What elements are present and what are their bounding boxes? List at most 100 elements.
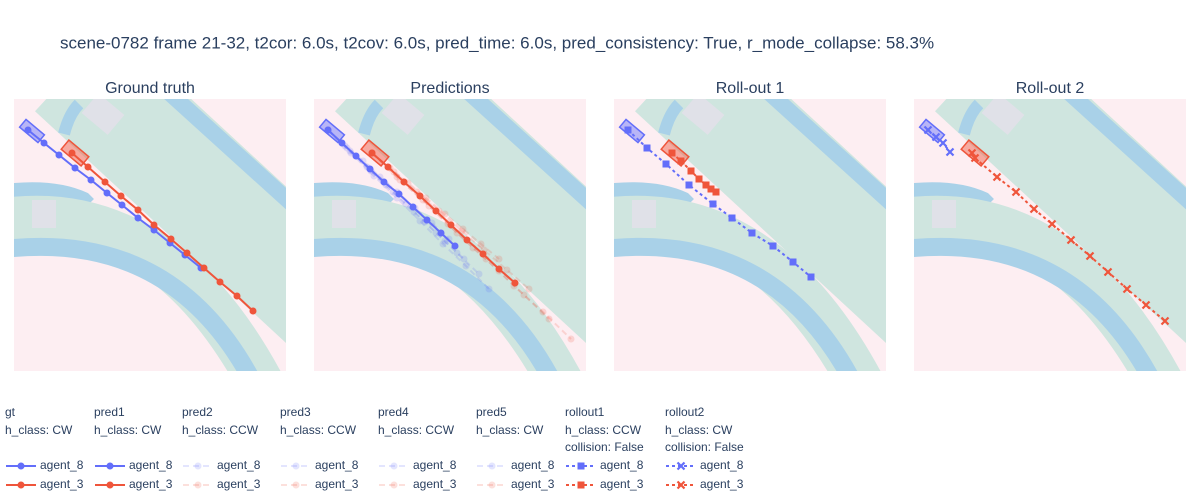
marker: [416, 217, 424, 225]
marker: [677, 157, 685, 165]
marker: [441, 210, 449, 218]
legend-group-title: gt: [5, 405, 16, 419]
subplot-title: Roll-out 2: [1016, 80, 1085, 97]
figure-title: scene-0782 frame 21-32, t2cor: 6.0s, t2c…: [60, 33, 934, 52]
legend-entry: agent_8: [666, 458, 744, 472]
marker: [292, 462, 300, 470]
legend-label: agent_3: [600, 477, 644, 491]
marker: [1029, 204, 1039, 214]
legend-group-note: collision: False: [565, 440, 644, 454]
marker: [807, 273, 815, 281]
trajectory: [624, 126, 815, 281]
subplot-title: Roll-out 1: [716, 80, 785, 97]
marker: [249, 307, 257, 315]
legend-group-note: h_class: CCW: [280, 423, 357, 437]
marker: [967, 148, 977, 158]
legend-group-note: h_class: CW: [476, 423, 544, 437]
legend-group-note: h_class: CW: [5, 423, 73, 437]
marker: [567, 335, 575, 343]
legend-group: pred1 h_class: CW agent_8 agent_3: [94, 405, 173, 491]
marker: [1141, 300, 1151, 310]
marker: [577, 462, 585, 470]
marker: [668, 149, 676, 157]
legend-label: agent_3: [40, 477, 84, 491]
marker: [118, 201, 126, 209]
legend-group-title: pred4: [378, 405, 409, 419]
subplot-title: Predictions: [410, 80, 489, 97]
marker: [103, 189, 111, 197]
legend-entry: agent_8: [183, 458, 261, 472]
trajectory: [368, 149, 519, 287]
legend-entry: agent_3: [183, 477, 261, 491]
legend-label: agent_3: [129, 477, 173, 491]
marker: [194, 462, 202, 470]
trajectory-line: [371, 152, 516, 284]
legend-label: agent_8: [511, 458, 555, 472]
legend-entry: agent_8: [477, 458, 555, 472]
legend-group-title: pred1: [94, 405, 125, 419]
trajectory: [24, 126, 205, 272]
marker: [366, 165, 374, 173]
marker: [390, 481, 398, 489]
marker: [676, 480, 686, 490]
marker: [1085, 251, 1095, 261]
legend-group-title: pred3: [280, 405, 311, 419]
marker: [923, 125, 933, 135]
marker: [662, 160, 670, 168]
legend-label: agent_8: [315, 458, 359, 472]
marker: [68, 149, 76, 157]
marker: [463, 236, 471, 244]
marker: [712, 188, 720, 196]
map-background: [904, 69, 1200, 394]
legend-label: agent_3: [217, 477, 261, 491]
marker: [485, 285, 493, 293]
panels: Ground truth Predictions Roll-out 1 Roll-ou…: [4, 69, 1200, 394]
marker: [453, 249, 461, 257]
legend-entry: agent_3: [666, 477, 744, 491]
marker: [71, 164, 79, 172]
trajectory: [967, 148, 1170, 326]
marker: [938, 138, 948, 148]
legend-entry: agent_8: [95, 458, 173, 472]
marker: [17, 462, 25, 470]
legend-group-note: collision: False: [665, 440, 744, 454]
marker: [728, 214, 736, 222]
marker: [416, 192, 424, 200]
legend-label: agent_8: [700, 458, 744, 472]
trajectory-line: [327, 129, 490, 290]
marker: [707, 185, 715, 193]
marker: [390, 462, 398, 470]
legend-group: rollout2 h_class: CW collision: False agent…: [665, 405, 744, 491]
marker: [945, 147, 955, 157]
marker: [216, 278, 224, 286]
marker: [183, 249, 191, 257]
marker: [200, 264, 208, 272]
marker: [992, 172, 1002, 182]
marker: [1011, 187, 1021, 197]
trajectory-line: [627, 129, 812, 278]
marker: [87, 176, 95, 184]
legend-group: pred4 h_class: CCW agent_8 agent_3: [378, 405, 457, 491]
marker: [1047, 219, 1057, 229]
trajectory-line: [927, 129, 951, 153]
marker: [495, 265, 503, 273]
marker: [1103, 267, 1113, 277]
legend-group: pred3 h_class: CCW agent_8 agent_3: [280, 405, 359, 491]
trajectory: [68, 149, 257, 315]
marker: [359, 157, 367, 165]
legend-label: agent_3: [315, 477, 359, 491]
marker: [84, 163, 92, 171]
marker: [292, 481, 300, 489]
legend-entry: agent_3: [95, 477, 173, 491]
legend-label: agent_8: [40, 458, 84, 472]
marker: [539, 308, 547, 316]
legend-group-note: h_class: CCW: [378, 423, 455, 437]
marker: [439, 240, 447, 248]
marker: [150, 226, 158, 234]
marker: [748, 229, 756, 237]
marker: [150, 221, 158, 229]
marker: [368, 149, 376, 157]
trajectory: [324, 126, 493, 293]
marker: [685, 181, 693, 189]
legend-entry: agent_8: [281, 458, 359, 472]
